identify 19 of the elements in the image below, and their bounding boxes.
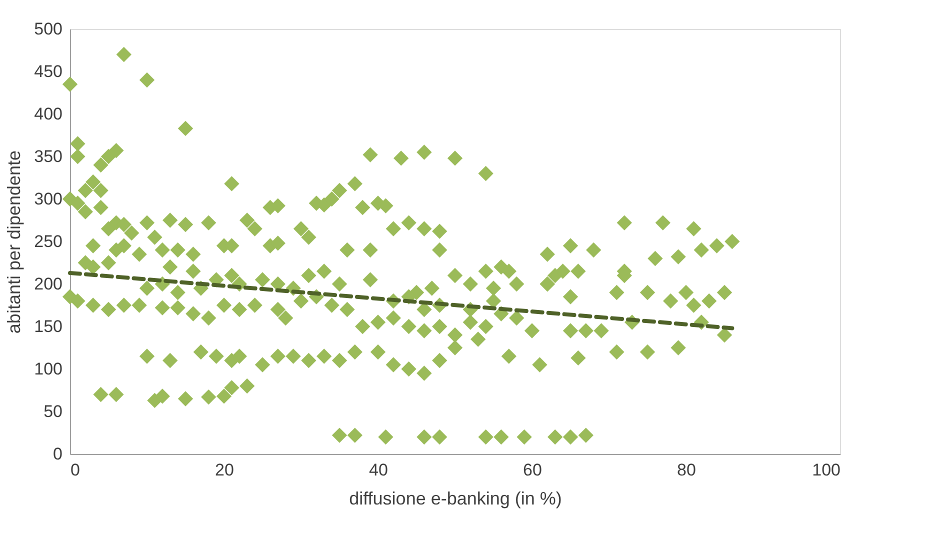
x-tick-label: 60 [523, 460, 542, 480]
x-tick-label: 40 [369, 460, 388, 480]
y-tick-label: 400 [34, 104, 62, 124]
y-tick-label: 450 [34, 62, 62, 81]
y-axis-title: abitanti per dipendente [4, 150, 24, 334]
y-tick-label: 200 [34, 274, 62, 294]
x-tick-label: 100 [812, 460, 840, 480]
y-tick-label: 500 [34, 20, 62, 38]
x-tick-label: 80 [677, 460, 696, 480]
x-tick-label: 0 [70, 460, 80, 480]
y-tick-label: 50 [44, 402, 62, 421]
y-tick-label: 350 [34, 147, 62, 166]
y-tick-label: 100 [34, 360, 62, 378]
y-tick-label: 250 [34, 232, 62, 251]
y-tick-label: 150 [34, 317, 62, 336]
x-tick-label: 20 [215, 460, 234, 480]
x-axis-title: diffusione e-banking (in %) [349, 488, 562, 508]
y-tick-label: 0 [53, 444, 62, 464]
y-tick-label: 300 [34, 190, 62, 208]
